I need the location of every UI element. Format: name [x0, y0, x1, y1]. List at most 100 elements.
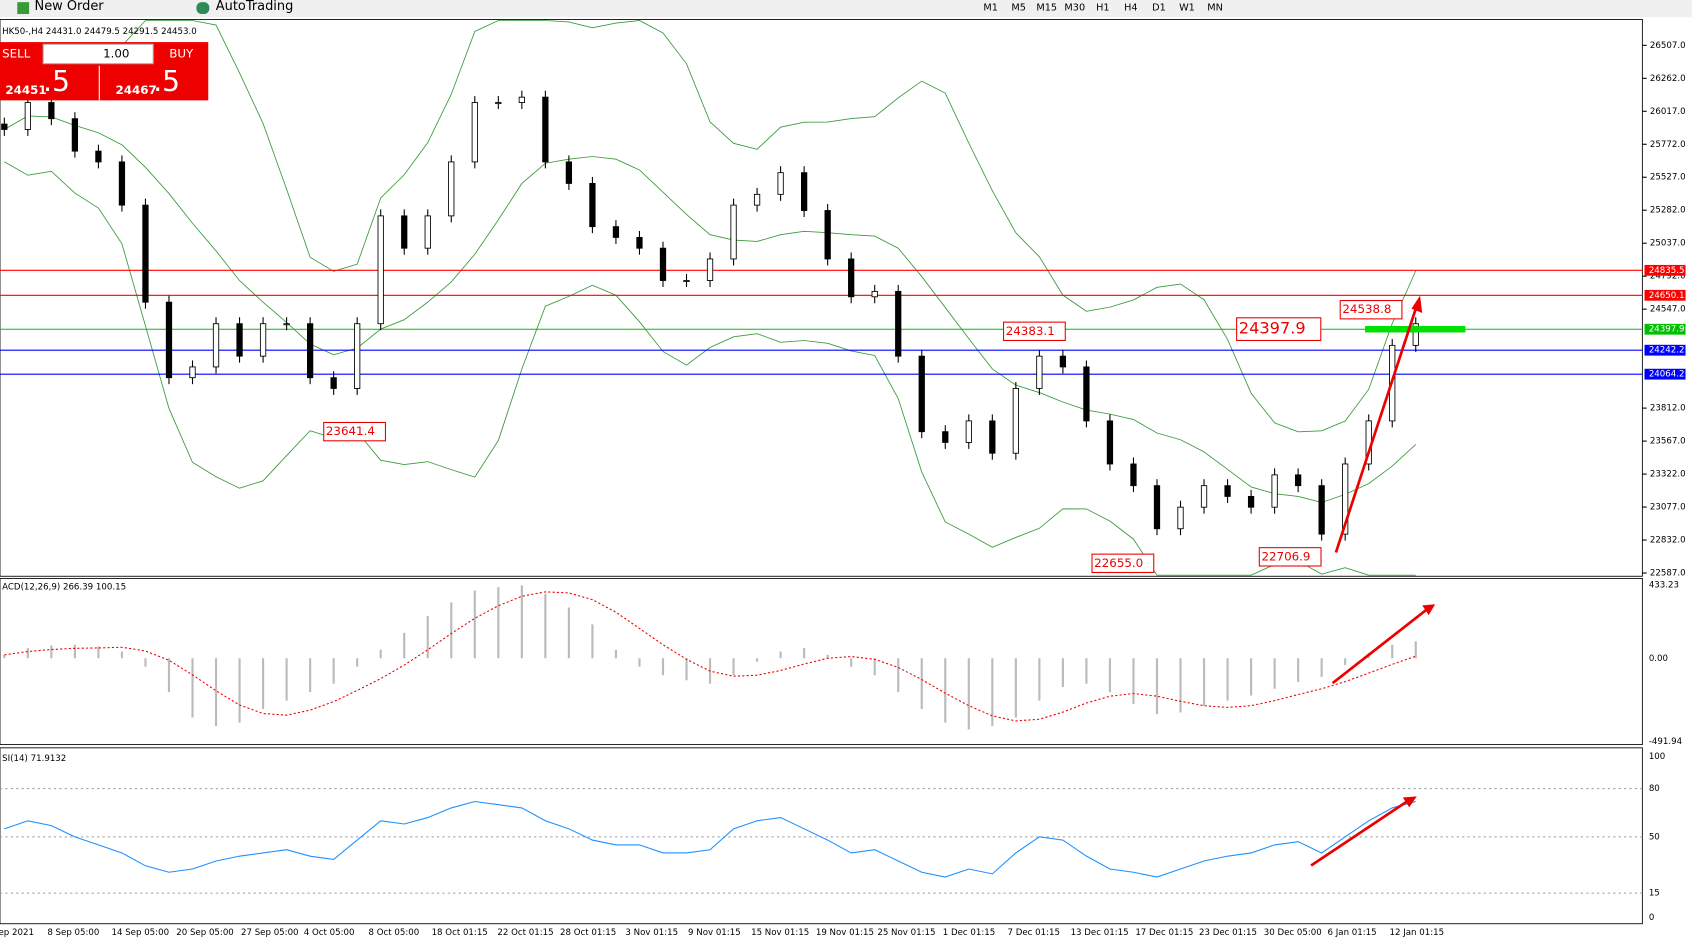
timeframe-button[interactable]: M15 [1036, 3, 1057, 14]
candle [1036, 355, 1043, 389]
macd-bar [520, 585, 523, 659]
price-annotation: 22706.9 [1261, 549, 1310, 563]
autotrading-icon[interactable] [196, 2, 210, 15]
lot-value[interactable]: 1.00 [103, 46, 129, 60]
macd-bar [850, 658, 853, 667]
macd-bar [1273, 658, 1276, 689]
candle [1106, 420, 1114, 465]
level-tag [1644, 264, 1686, 276]
arrow-head [1422, 604, 1436, 616]
macd-bar [3, 654, 6, 659]
timeframe-button[interactable]: M30 [1064, 3, 1085, 14]
macd-panel [0, 577, 1643, 746]
macd-bar [473, 590, 476, 659]
candle [1177, 506, 1184, 530]
macd-bar [238, 658, 241, 723]
rsi-label: SI(14) 71.9132 [2, 754, 66, 764]
sell-label[interactable]: SELL [2, 46, 31, 60]
macd-bar [1344, 658, 1347, 666]
price-tick-label: 25527.0 [1650, 173, 1686, 183]
candle [1130, 463, 1137, 487]
time-tick-label: 18 Oct 01:15 [432, 928, 488, 938]
time-tick-label: 14 Sep 05:00 [111, 928, 169, 938]
macd-bar [897, 658, 900, 693]
candle [165, 301, 173, 379]
macd-bar [73, 644, 76, 659]
candle [801, 172, 808, 211]
candle [424, 215, 431, 249]
timeframe-button[interactable]: H1 [1096, 3, 1109, 14]
timeframe-button[interactable]: D1 [1152, 3, 1166, 14]
time-tick-label: 27 Sep 05:00 [241, 928, 299, 938]
price-tick-label: 25282.0 [1650, 206, 1686, 216]
candle [1224, 485, 1231, 497]
bollinger-band [4, 115, 1417, 503]
price-tick-label: 23567.0 [1650, 437, 1686, 447]
price-annotation-box [1091, 553, 1155, 574]
candle [448, 161, 455, 217]
macd-bar [120, 651, 124, 659]
macd-bar [1320, 658, 1323, 677]
macd-signal [4, 591, 1416, 722]
rsi-tick-label: 15 [1649, 889, 1660, 899]
macd-bar [803, 648, 806, 659]
new-order-button[interactable]: New Order [35, 0, 105, 14]
rsi-line [4, 800, 1416, 878]
candle [401, 215, 408, 249]
price-annotation: 22655.0 [1094, 556, 1143, 570]
bid-pip[interactable]: .5 [43, 65, 70, 98]
timeframe-button[interactable]: W1 [1179, 3, 1195, 14]
trade-panel: SELL 1.00 BUY 24451 .5 24467 .5 [0, 42, 209, 101]
time-tick-label: ep 2021 [0, 928, 34, 938]
price-annotation-box [1339, 299, 1403, 320]
macd-bar [591, 624, 594, 659]
candle [118, 161, 126, 206]
candle [518, 96, 525, 103]
autotrading-button[interactable]: AutoTrading [216, 0, 294, 14]
macd-bar [1155, 658, 1159, 715]
macd-bar [26, 648, 29, 659]
lot-input[interactable] [42, 43, 154, 65]
macd-bar [1179, 658, 1182, 713]
candle [871, 290, 878, 298]
candle [495, 102, 502, 105]
candle [330, 377, 337, 389]
candle [1, 123, 8, 130]
candle [1012, 388, 1019, 454]
candle [142, 204, 149, 303]
macd-bar [661, 658, 665, 676]
candle [989, 420, 996, 454]
buy-label[interactable]: BUY [169, 46, 194, 60]
timeframe-button[interactable]: M1 [983, 3, 998, 14]
ask-pip[interactable]: .5 [153, 65, 180, 98]
macd-bar [567, 607, 570, 659]
ask-main[interactable]: 24467 [115, 83, 156, 97]
candle [377, 215, 384, 325]
time-tick-label: 6 Jan 01:15 [1328, 928, 1377, 938]
macd-bar [779, 651, 782, 659]
sell-button[interactable] [0, 43, 42, 65]
time-tick-label: 19 Nov 01:15 [816, 928, 874, 938]
timeframe-button[interactable]: M5 [1011, 3, 1026, 14]
price-tick-label: 22587.0 [1650, 569, 1686, 579]
time-tick-label: 7 Dec 01:15 [1007, 928, 1060, 938]
macd-bar [826, 654, 829, 659]
bid-main[interactable]: 24451 [5, 83, 46, 97]
level-tag-label: 24650.1 [1649, 291, 1685, 301]
price-annotation-box [1258, 547, 1322, 567]
level-tag [1644, 289, 1686, 301]
candle [1153, 485, 1161, 530]
candle [259, 323, 267, 357]
time-tick-label: 25 Nov 01:15 [877, 928, 935, 938]
macd-bar [544, 593, 547, 659]
rsi-arrow [1310, 799, 1409, 867]
trend-arrow [1334, 301, 1420, 553]
timeframe-button[interactable]: MN [1207, 3, 1223, 14]
new-order-icon[interactable] [17, 2, 30, 15]
timeframe-button[interactable]: H4 [1124, 3, 1137, 14]
macd-bar [1250, 658, 1253, 696]
macd-bar [1414, 641, 1417, 659]
macd-bar [426, 615, 429, 659]
time-tick-label: 8 Sep 05:00 [47, 928, 99, 938]
